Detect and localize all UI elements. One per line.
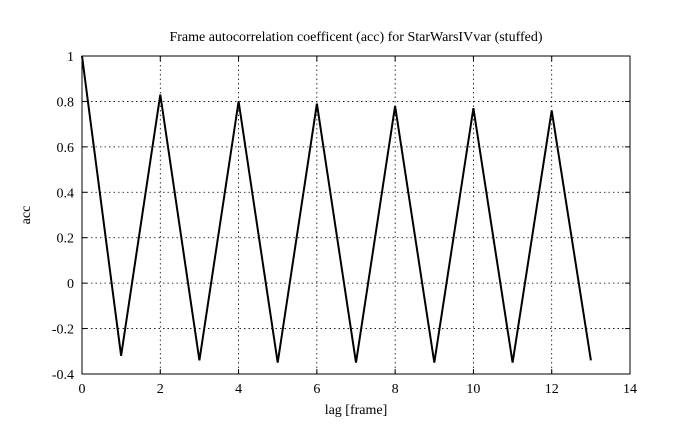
x-tick-label: 14 (623, 382, 637, 397)
y-tick-label: 0 (67, 277, 74, 292)
grid-lines (82, 56, 630, 374)
x-tick-label: 10 (466, 382, 480, 397)
y-tick-label: 1 (67, 50, 74, 65)
y-tick-label: 0.4 (57, 186, 75, 201)
x-tick-label: 12 (545, 382, 559, 397)
x-axis-label: lag [frame] (325, 403, 388, 418)
chart-title: Frame autocorrelation coefficent (acc) f… (169, 30, 542, 45)
series-layer (81, 55, 592, 363)
series-line (81, 55, 592, 363)
y-axis-label: acc (19, 206, 34, 225)
x-tick-label: 6 (313, 382, 320, 397)
y-tick-label: -0.2 (52, 323, 74, 338)
y-tick-label: 0.2 (57, 232, 75, 247)
x-tick-label: 8 (392, 382, 399, 397)
plot-frame (81, 55, 631, 375)
tick-labels: 0 2 4 6 8 10 12 14 -0.4 -0.2 0 0.2 0.4 0.6 0.8 1 (52, 50, 637, 397)
x-tick-label: 0 (79, 382, 86, 397)
y-tick-label: 0.6 (57, 141, 75, 156)
x-tick-label: 2 (157, 382, 164, 397)
y-tick-label: 0.8 (57, 95, 75, 110)
x-tick-label: 4 (235, 382, 242, 397)
y-tick-label: -0.4 (52, 368, 74, 383)
